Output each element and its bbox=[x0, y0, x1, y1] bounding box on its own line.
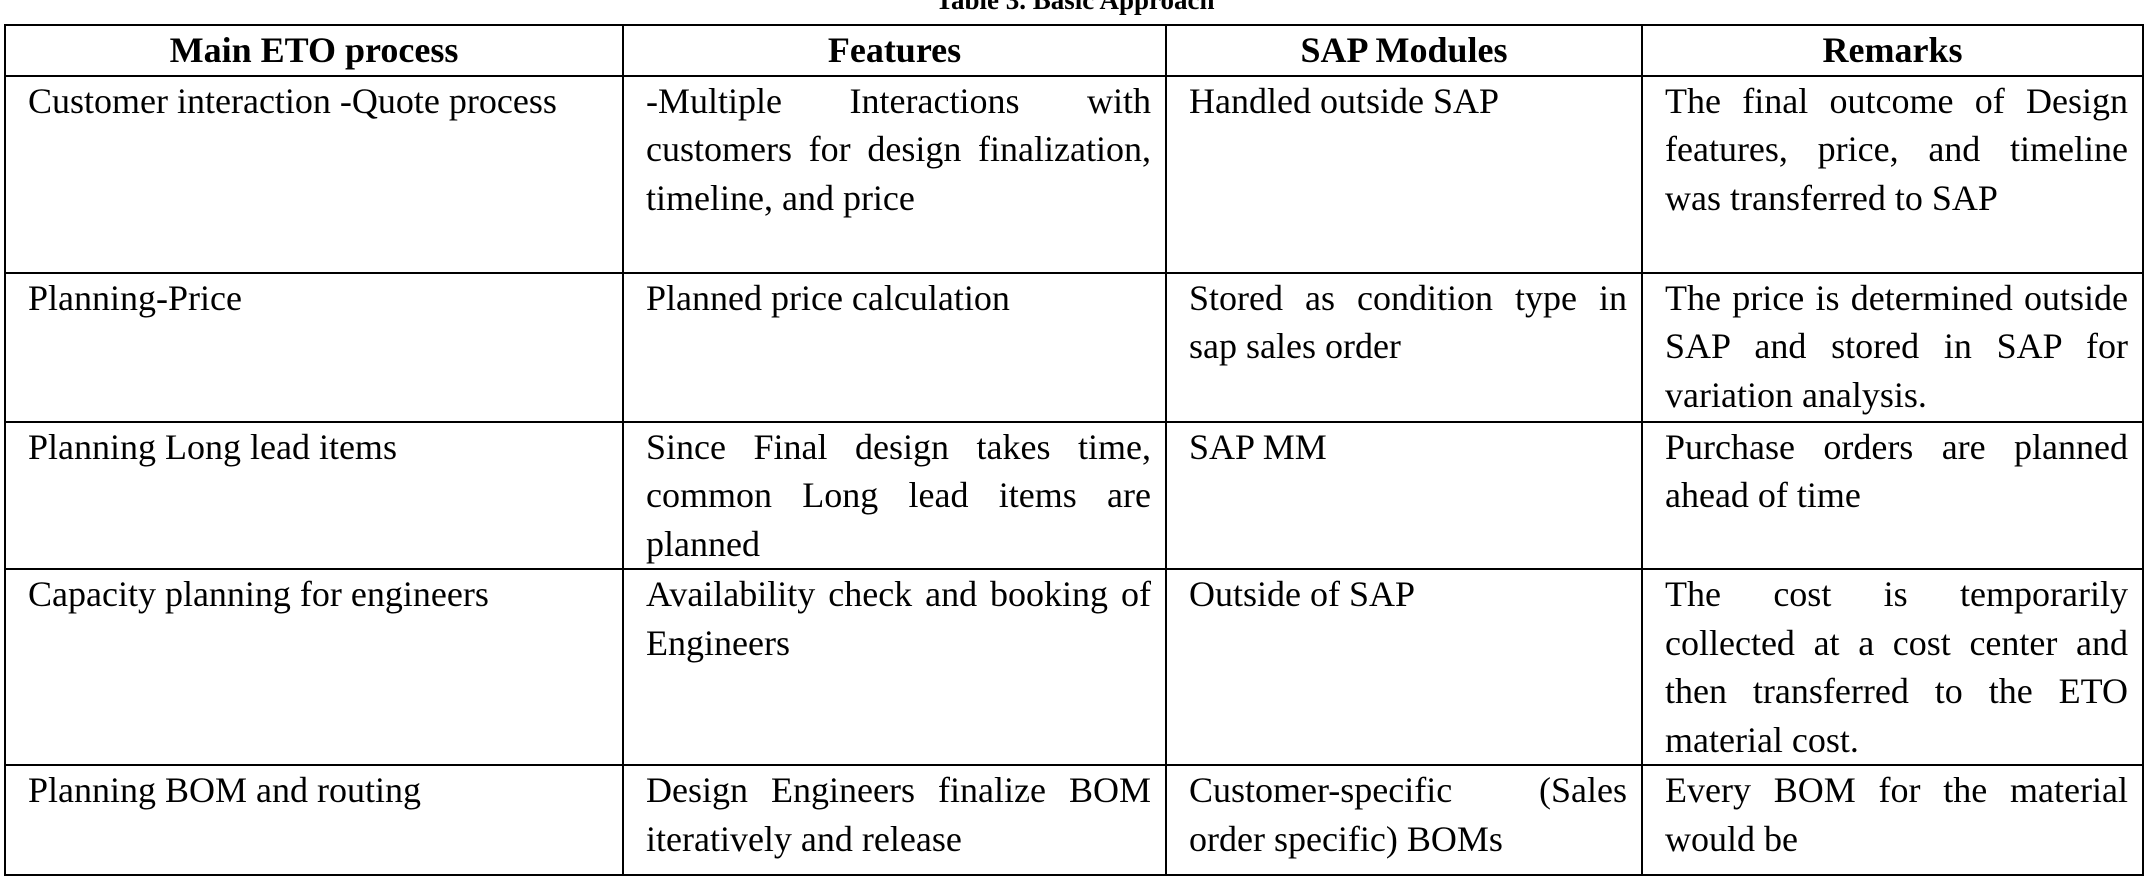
table-cell: Handled outside SAP bbox=[1165, 74, 1643, 274]
table-cell: The final outcome of Design features, pr… bbox=[1641, 74, 2144, 274]
table-cell: Every BOM for the material would be bbox=[1641, 764, 2144, 876]
table-cell: Planned price calculation bbox=[622, 271, 1167, 423]
page: Table 3. Basic Approach Main ETO process… bbox=[4, 0, 2144, 876]
table-cell: Stored as condition type in sap sales or… bbox=[1165, 271, 1643, 423]
table-cell: Since Final design takes time, common Lo… bbox=[622, 420, 1167, 570]
header-cell: SAP Modules bbox=[1165, 24, 1643, 77]
table-cell: SAP MM bbox=[1165, 420, 1643, 570]
table-cell: The cost is temporarily collected at a c… bbox=[1641, 568, 2144, 766]
table-cell: Planning-Price bbox=[4, 271, 624, 423]
table-cell: Capacity planning for engineers bbox=[4, 568, 624, 766]
table-body: Customer interaction -Quote process -Mult… bbox=[4, 74, 2144, 876]
header-cell: Features bbox=[622, 24, 1167, 77]
table-row: Planning BOM and routing Design Engineers… bbox=[4, 764, 2144, 876]
table-cell: Planning Long lead items bbox=[4, 420, 624, 570]
table-cell: Purchase orders are planned ahead of tim… bbox=[1641, 420, 2144, 570]
table-cell: -Multiple Interactions with customers fo… bbox=[622, 74, 1167, 274]
table-cell: Planning BOM and routing bbox=[4, 764, 624, 876]
table-cell: Design Engineers finalize BOM iterativel… bbox=[622, 764, 1167, 876]
table-cell: Availability check and booking of Engine… bbox=[622, 568, 1167, 766]
table-caption: Table 3. Basic Approach bbox=[935, 0, 1215, 15]
table-row: Planning Long lead items Since Final desi… bbox=[4, 420, 2144, 570]
header-cell: Main ETO process bbox=[4, 24, 624, 77]
table-row: Planning-Price Planned price calculation S… bbox=[4, 271, 2144, 423]
table-cell: The price is determined outside SAP and … bbox=[1641, 271, 2144, 423]
table-cell: Outside of SAP bbox=[1165, 568, 1643, 766]
table: Main ETO process Features SAP Modules Remar… bbox=[4, 24, 2144, 876]
table-row: Capacity planning for engineers Availabil… bbox=[4, 568, 2144, 766]
header-row: Main ETO process Features SAP Modules Remar… bbox=[4, 24, 2144, 77]
table-row: Customer interaction -Quote process -Mult… bbox=[4, 74, 2144, 274]
header-cell: Remarks bbox=[1641, 24, 2144, 77]
table-cell: Customer-specific (Sales order specific)… bbox=[1165, 764, 1643, 876]
table-cell: Customer interaction -Quote process bbox=[4, 74, 624, 274]
